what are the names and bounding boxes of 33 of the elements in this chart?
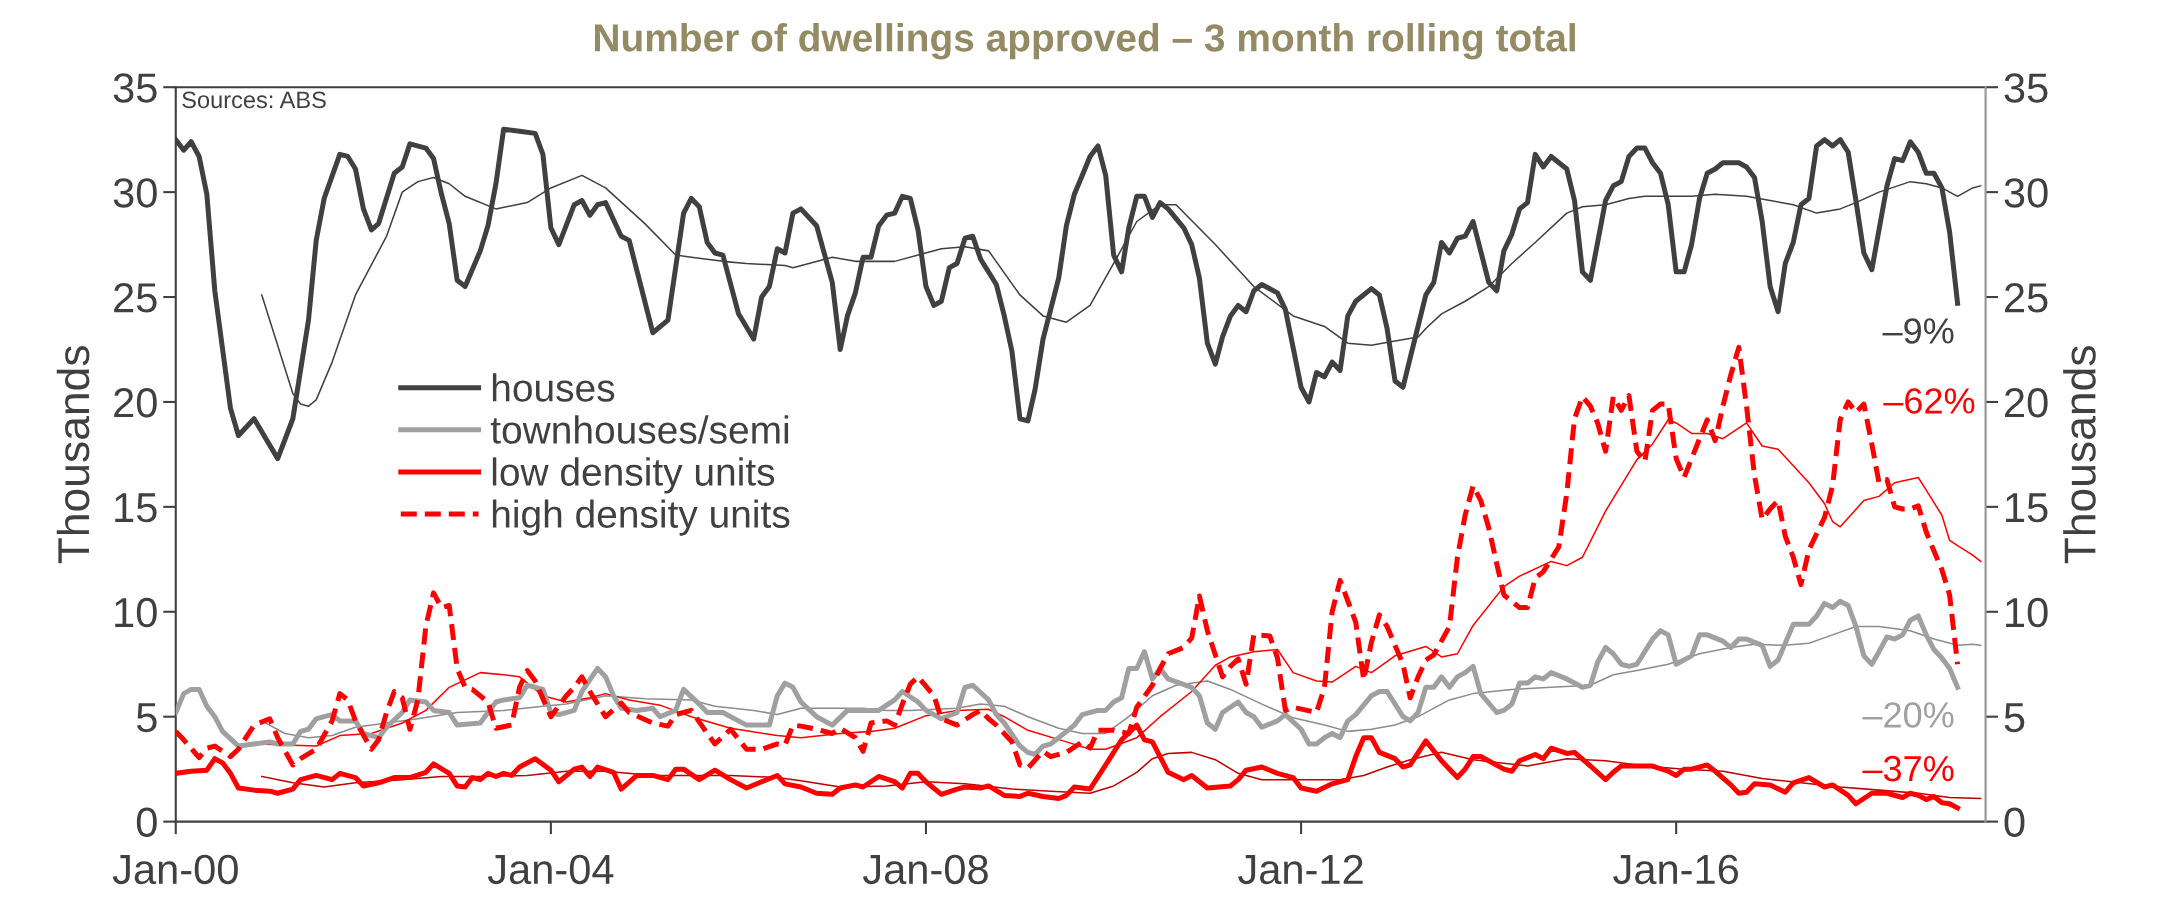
y2-tick-label: 5	[2004, 703, 2025, 733]
y2-tick-label: 35	[2004, 73, 2048, 103]
y-tick-label: 35	[113, 73, 157, 103]
x-tick-label: Jan-04	[487, 854, 614, 885]
y2-tick-label: 25	[2005, 283, 2048, 313]
legend-label: houses	[492, 373, 615, 402]
y-axis-title: Thousands	[56, 346, 90, 564]
legend-label: low density units	[492, 457, 775, 494]
y-tick-label: 25	[114, 283, 157, 313]
x-tick-label: Jan-08	[862, 854, 988, 885]
y2-tick-label: 0	[2004, 807, 2025, 838]
x-tick-label: Jan-16	[1613, 854, 1739, 885]
annotation: –9%	[1882, 318, 1954, 344]
y2-tick-label: 10	[2006, 597, 2048, 628]
y2-tick-label: 15	[2006, 493, 2048, 523]
y-tick-label: 10	[115, 597, 157, 628]
y-tick-label: 30	[113, 178, 157, 208]
y-tick-label: 5	[136, 703, 157, 733]
annotation: –62%	[1883, 388, 1975, 414]
y-tick-label: 15	[115, 493, 157, 523]
y-tick-label: 0	[136, 807, 157, 838]
legend-label: high density units	[492, 499, 790, 536]
annotation: –20%	[1862, 702, 1954, 728]
legend-label: townhouses/semi	[490, 415, 789, 444]
y2-tick-label: 30	[2004, 178, 2048, 208]
annotation: –37%	[1862, 755, 1954, 782]
chart-title: Number of dwellings approved – 3 month rolling total	[595, 23, 1575, 60]
y-tick-label: 20	[114, 387, 157, 418]
annotation: Sources: ABS	[182, 91, 326, 109]
y2-tick-label: 20	[2005, 387, 2048, 418]
x-tick-label: Jan-00	[112, 854, 238, 885]
x-tick-label: Jan-12	[1238, 854, 1363, 885]
y2-axis-title: Thousands	[2063, 346, 2096, 564]
